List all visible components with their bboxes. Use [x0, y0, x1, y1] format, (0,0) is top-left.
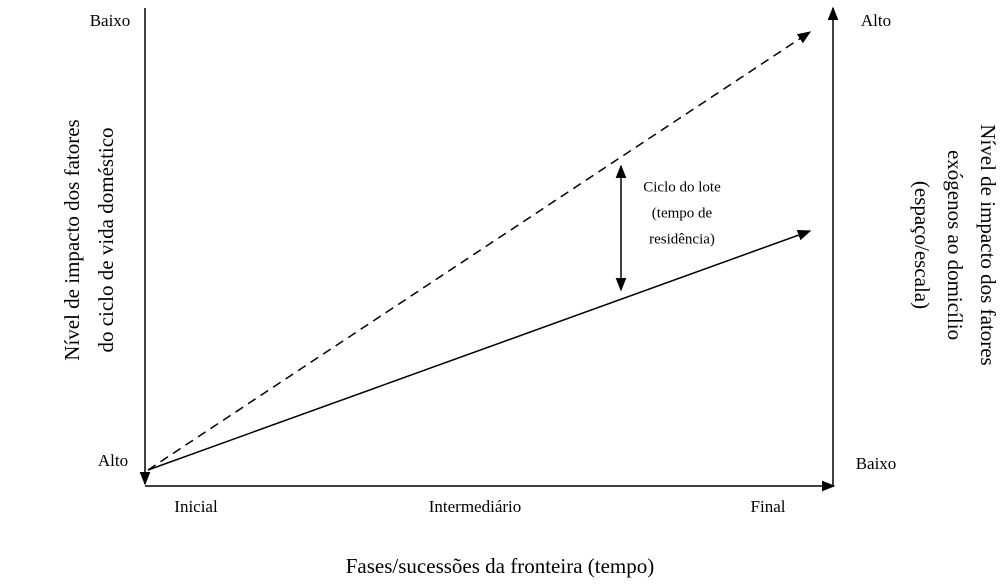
dashed-trend — [147, 31, 812, 471]
right-axis-title: exógenos ao domicílio — [943, 150, 967, 340]
right-axis-title: (espaço/escala) — [910, 181, 934, 309]
right-top-label: Alto — [861, 11, 891, 30]
x-label: Intermediário — [429, 497, 522, 516]
left-bottom-label: Alto — [98, 451, 128, 470]
right-bottom-label: Baixo — [856, 454, 897, 473]
right-axis-title: Nível de impacto dos fatores — [976, 124, 1000, 365]
annotation: residência) — [649, 231, 715, 247]
left-axis-title: do ciclo de vida doméstico — [94, 127, 118, 352]
x-label: Inicial — [174, 497, 218, 516]
x-label: Final — [751, 497, 786, 516]
left-top-label: Baixo — [90, 11, 131, 30]
annotation: Ciclo do lote — [643, 179, 721, 195]
x-axis-title: Fases/sucessões da fronteira (tempo) — [346, 554, 655, 578]
solid-trend — [147, 230, 812, 471]
left-axis-title: Nível de impacto dos fatores — [60, 119, 84, 360]
annotation: (tempo de — [652, 205, 713, 221]
